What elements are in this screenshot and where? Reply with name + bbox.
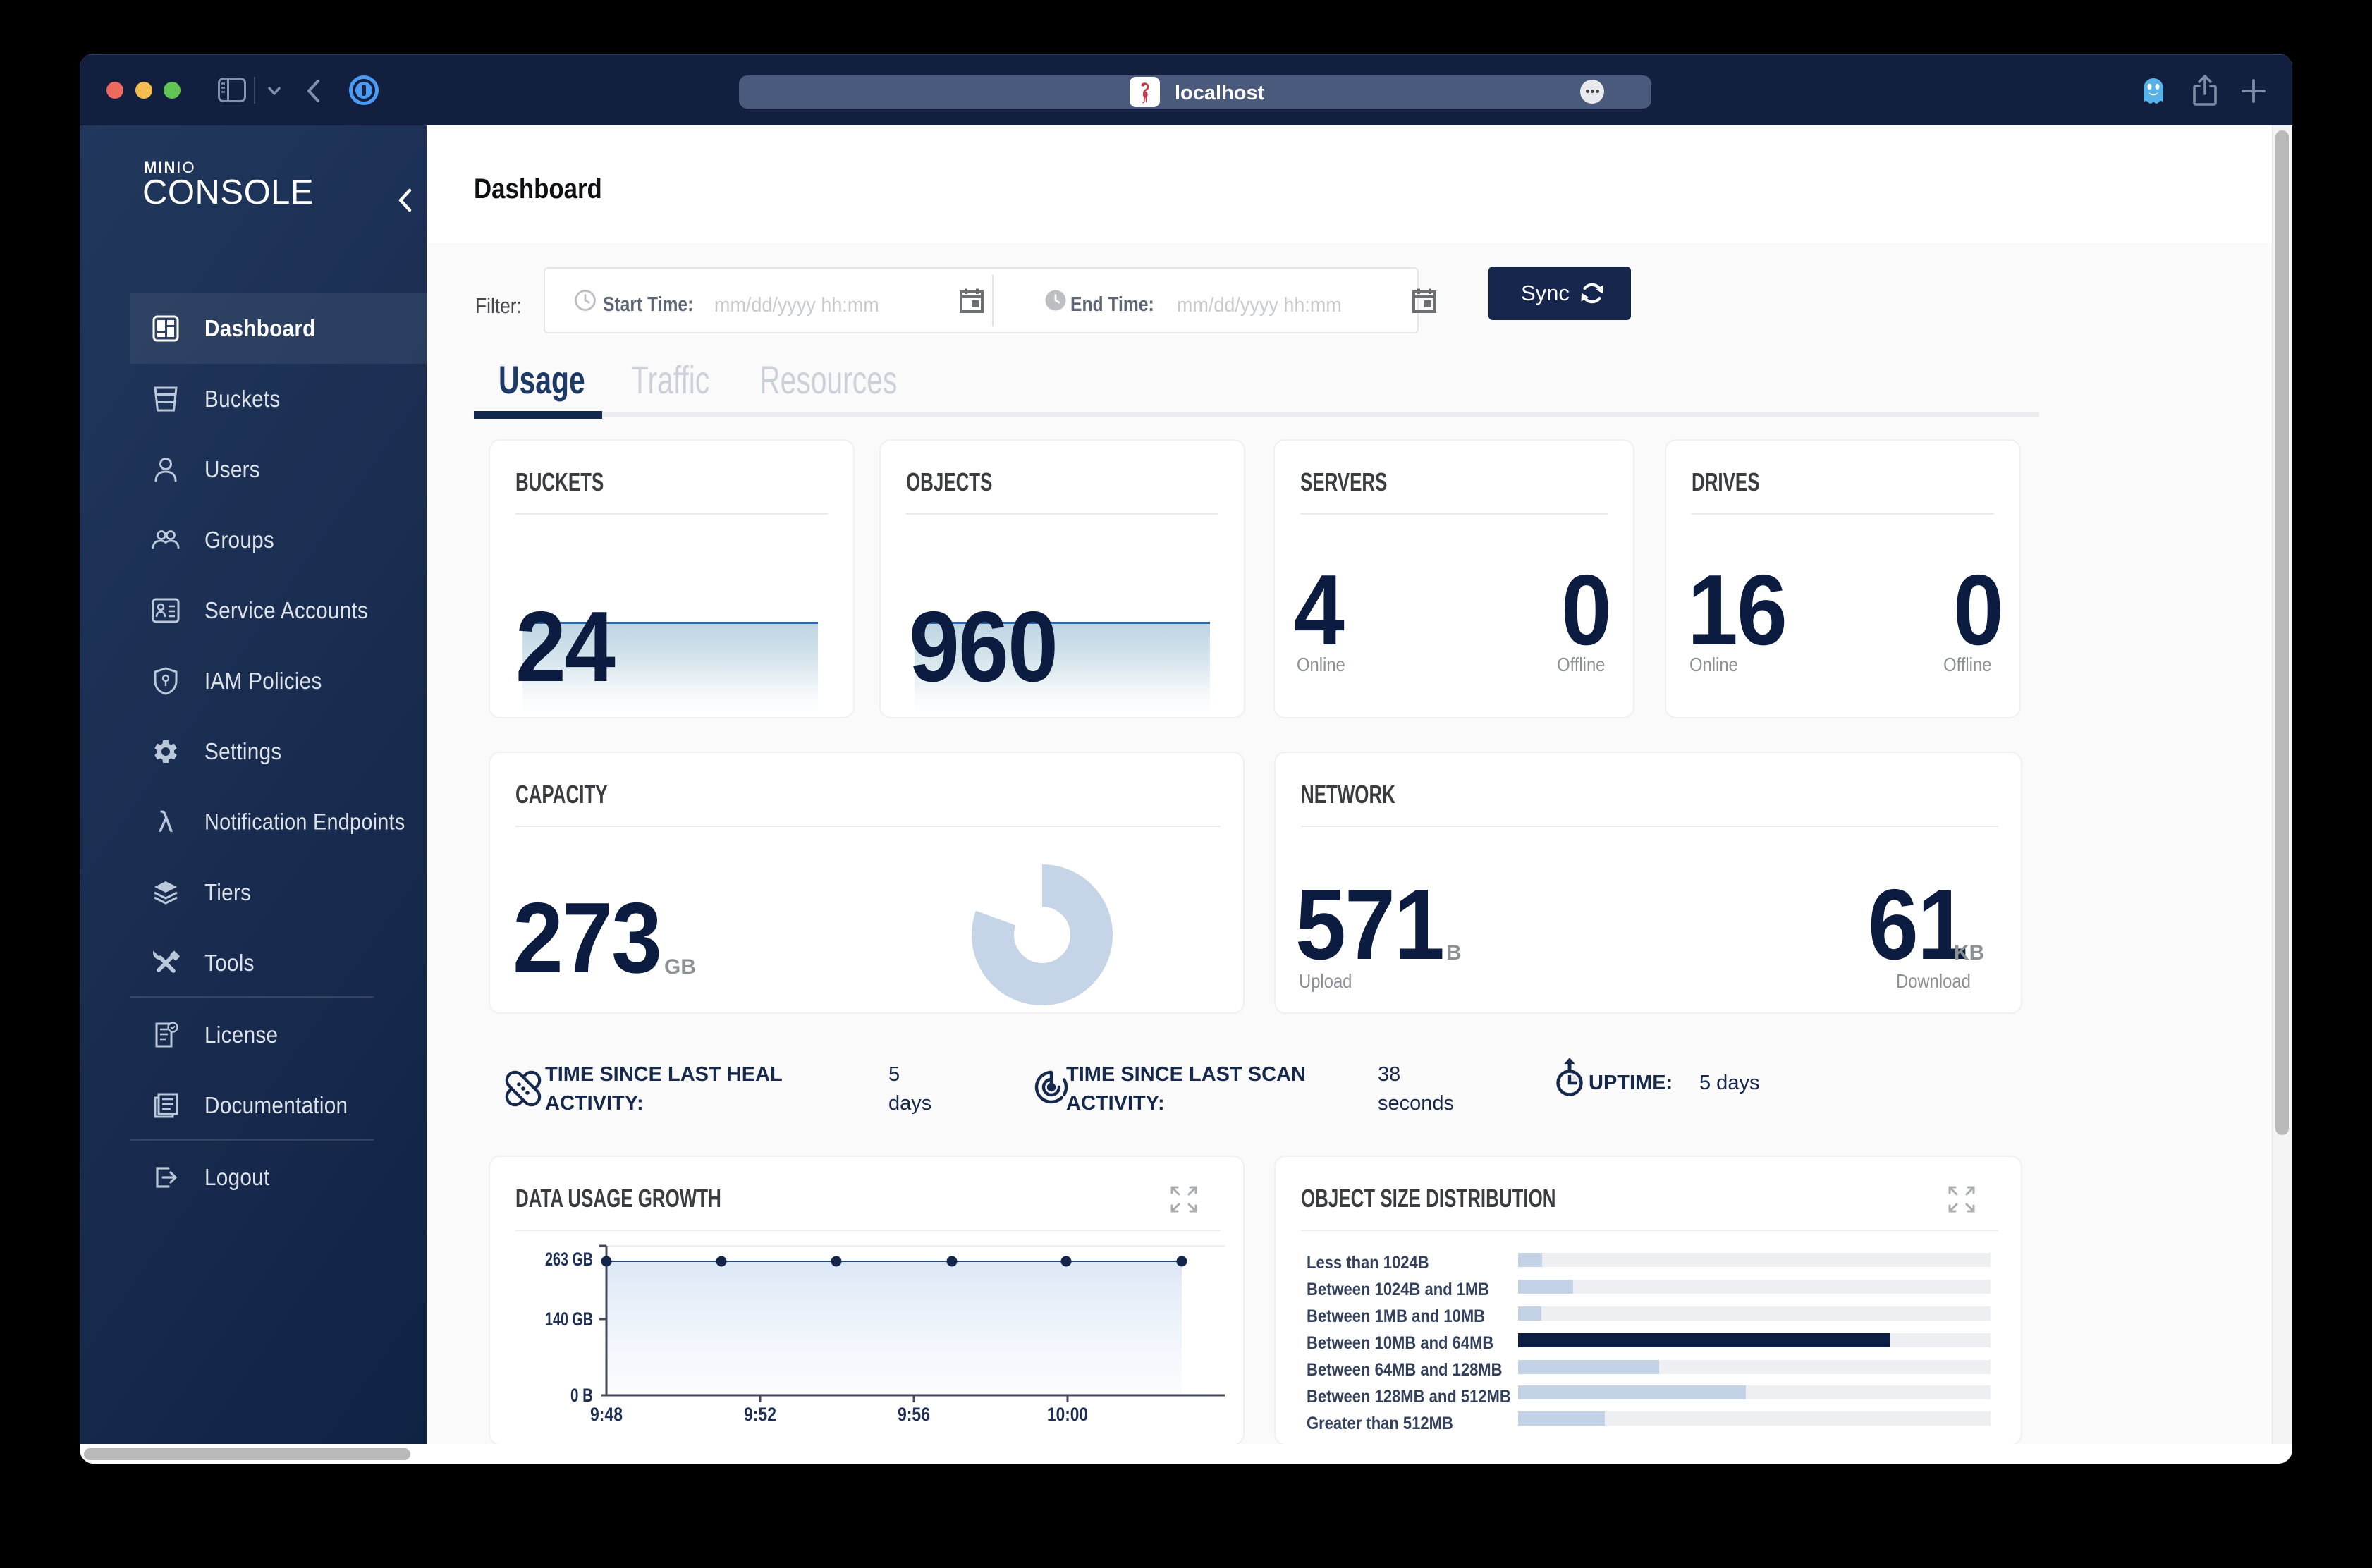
svg-text:140 GB: 140 GB	[545, 1309, 593, 1330]
svg-text:263 GB: 263 GB	[545, 1249, 593, 1270]
svg-text:9:56: 9:56	[898, 1404, 930, 1423]
svg-text:0 B: 0 B	[570, 1385, 593, 1406]
svg-text:9:52: 9:52	[744, 1404, 776, 1423]
svg-text:10:00: 10:00	[1047, 1404, 1088, 1423]
svg-text:9:48: 9:48	[590, 1404, 623, 1423]
